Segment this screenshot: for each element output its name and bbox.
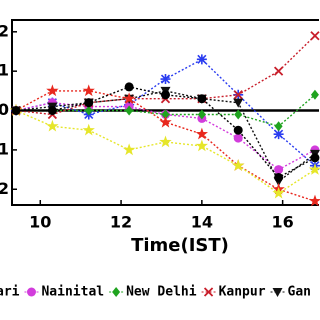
point — [310, 31, 320, 41]
series-line — [15, 101, 316, 171]
legend-label: Nainital — [41, 285, 104, 300]
point — [274, 172, 284, 182]
point — [196, 54, 207, 65]
point — [123, 143, 136, 156]
point — [47, 106, 57, 116]
point — [273, 66, 284, 76]
point — [82, 84, 95, 97]
point — [26, 287, 36, 297]
point — [112, 287, 121, 297]
point — [84, 105, 93, 116]
point — [234, 109, 243, 120]
y-tick-label: 2 — [0, 21, 9, 40]
point — [125, 105, 134, 116]
legend-label: Gan — [288, 285, 311, 300]
point — [233, 133, 243, 143]
point — [159, 135, 172, 148]
point — [272, 288, 283, 297]
point — [195, 127, 208, 140]
series-line — [15, 90, 316, 202]
legend-item: Kanpur — [201, 285, 266, 300]
x-axis-label: Time(IST) — [131, 235, 229, 256]
point — [197, 109, 206, 120]
y-tick-label: 1 — [0, 61, 9, 80]
point — [160, 74, 171, 85]
legend-item: ari — [0, 285, 20, 300]
point — [84, 98, 94, 108]
point — [203, 287, 214, 297]
point — [272, 186, 285, 199]
point — [161, 90, 170, 100]
point — [159, 115, 172, 128]
x-tick-label: 12 — [110, 213, 132, 232]
y-tick-label: 1 — [0, 139, 9, 158]
point — [310, 89, 319, 100]
point — [273, 129, 284, 140]
series-line — [15, 35, 316, 116]
point — [124, 82, 134, 92]
point — [11, 106, 21, 116]
legend-item: Gan — [270, 285, 311, 300]
y-tick-label: 2 — [0, 179, 9, 198]
point — [161, 109, 170, 120]
point — [232, 159, 245, 171]
legend-item: Nainital — [24, 285, 104, 300]
point — [46, 84, 59, 97]
x-tick-label: 16 — [272, 213, 294, 232]
point — [82, 123, 95, 136]
legend-label: Kanpur — [219, 285, 266, 300]
point — [233, 125, 243, 135]
legend-item: New Delhi — [109, 285, 197, 300]
point — [233, 90, 243, 100]
point — [233, 98, 244, 108]
legend-label: ari — [0, 285, 20, 300]
x-tick-label: 10 — [29, 213, 51, 232]
series-line — [15, 109, 316, 195]
series-line — [16, 86, 316, 179]
x-tick-label: 14 — [191, 213, 213, 232]
point — [310, 153, 320, 163]
series-line — [15, 90, 316, 183]
point — [195, 139, 208, 152]
point — [197, 94, 207, 104]
point — [123, 92, 136, 104]
series — [11, 82, 320, 182]
point — [308, 194, 320, 207]
point — [308, 163, 320, 175]
point — [274, 121, 283, 132]
point — [274, 165, 284, 175]
y-tick-label: 0 — [0, 100, 9, 119]
legend-label: New Delhi — [126, 285, 197, 300]
point — [46, 119, 59, 132]
